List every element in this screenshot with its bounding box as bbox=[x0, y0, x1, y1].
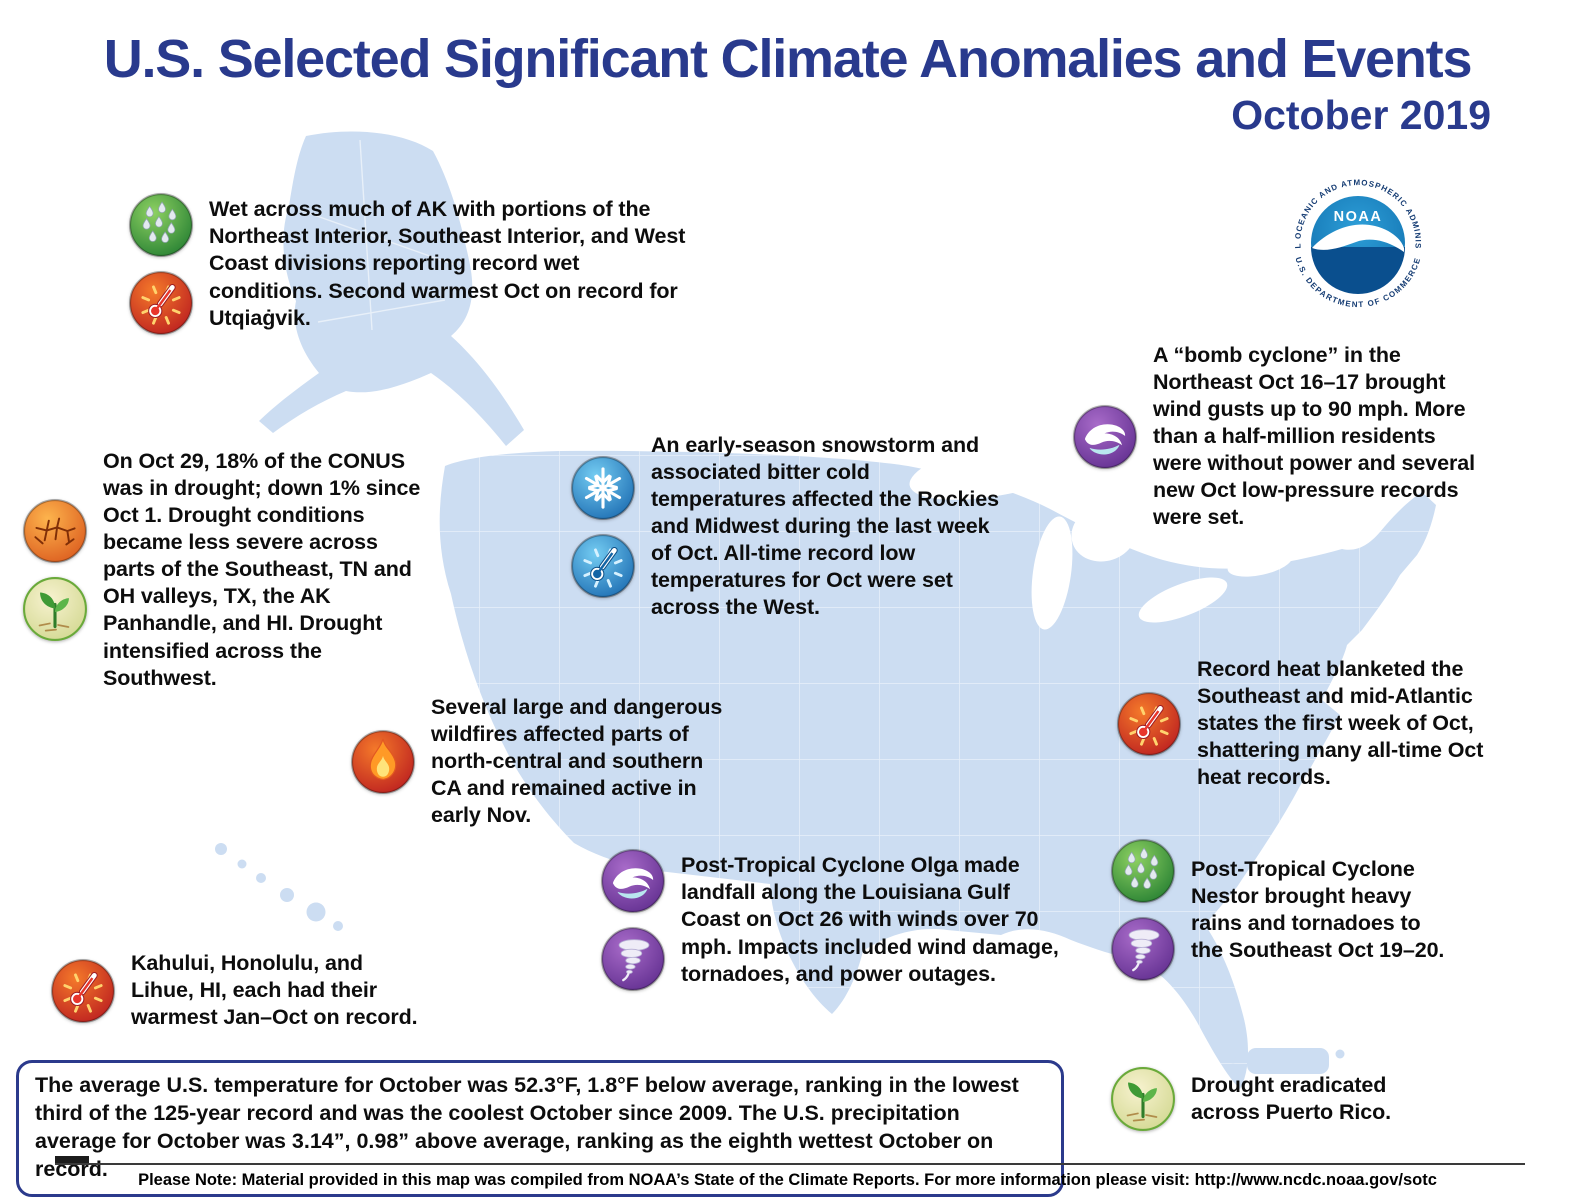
callout-olga: Post-Tropical Cyclone Olga made landfall… bbox=[600, 848, 1069, 992]
callout-olga-icons bbox=[600, 848, 666, 992]
callout-bomb-cyclone-text: A “bomb cyclone” in the Northeast Oct 16… bbox=[1153, 343, 1475, 530]
warm-thermometer-icon bbox=[50, 958, 116, 1024]
tornado-icon bbox=[600, 926, 666, 992]
wildfire-icon bbox=[350, 729, 416, 795]
noaa-seagull-icon bbox=[1312, 224, 1404, 252]
callout-record-heat-text: Record heat blanketed the Southeast and … bbox=[1197, 657, 1484, 790]
alaska-shape bbox=[259, 131, 524, 446]
summary-box: The average U.S. temperature for October… bbox=[16, 1060, 1064, 1197]
callout-drought: On Oct 29, 18% of the CONUS was in droug… bbox=[22, 448, 425, 692]
callout-puerto-rico-text: Drought eradicated across Puerto Rico. bbox=[1191, 1072, 1392, 1124]
footer-divider bbox=[55, 1163, 1525, 1165]
callout-record-heat-icons bbox=[1116, 691, 1182, 757]
callout-puerto-rico: Drought eradicated across Puerto Rico. bbox=[1110, 1066, 1403, 1132]
callout-puerto-rico-icons bbox=[1110, 1066, 1176, 1132]
callout-record-heat: Record heat blanketed the Southeast and … bbox=[1116, 656, 1489, 791]
great-lakes bbox=[909, 436, 1293, 630]
callout-alaska-text: Wet across much of AK with portions of t… bbox=[209, 197, 686, 330]
callout-bomb-cyclone: A “bomb cyclone” in the Northeast Oct 16… bbox=[1072, 342, 1481, 532]
drought-icon bbox=[22, 498, 88, 564]
heavy-rain-icon bbox=[1110, 838, 1176, 904]
callout-wildfires: Several large and dangerous wildfires af… bbox=[350, 694, 723, 829]
heavy-rain-icon bbox=[128, 192, 194, 258]
callout-olga-text: Post-Tropical Cyclone Olga made landfall… bbox=[681, 853, 1059, 986]
cyclone-icon bbox=[1072, 404, 1138, 470]
callout-nestor: Post-Tropical Cyclone Nestor brought hea… bbox=[1110, 838, 1453, 982]
callout-wildfires-icons bbox=[350, 729, 416, 795]
page-corner-mark bbox=[55, 1156, 89, 1164]
page-subtitle: October 2019 bbox=[1231, 92, 1491, 138]
noaa-logo: NATIONAL OCEANIC AND ATMOSPHERIC ADMINIS… bbox=[1286, 171, 1430, 315]
puerto-rico-shape bbox=[1229, 1048, 1345, 1074]
drought-improvement-icon bbox=[1110, 1066, 1176, 1132]
hawaii-shape bbox=[215, 843, 343, 931]
callout-snowstorm-icons bbox=[570, 455, 636, 599]
callout-hawaii-icons bbox=[50, 958, 116, 1024]
callout-wildfires-text: Several large and dangerous wildfires af… bbox=[431, 695, 723, 828]
callout-alaska-icons bbox=[128, 192, 194, 336]
callout-drought-icons bbox=[22, 498, 88, 642]
callout-hawaii-text: Kahului, Honolulu, and Lihue, HI, each h… bbox=[131, 951, 418, 1030]
callout-hawaii: Kahului, Honolulu, and Lihue, HI, each h… bbox=[50, 950, 423, 1031]
cyclone-icon bbox=[600, 848, 666, 914]
footer-note: Please Note: Material provided in this m… bbox=[138, 1171, 1437, 1189]
summary-text: The average U.S. temperature for October… bbox=[35, 1073, 1019, 1182]
callout-drought-text: On Oct 29, 18% of the CONUS was in droug… bbox=[103, 449, 421, 690]
callout-alaska: Wet across much of AK with portions of t… bbox=[128, 192, 687, 336]
callout-nestor-icons bbox=[1110, 838, 1176, 982]
drought-improvement-icon bbox=[22, 576, 88, 642]
tornado-icon bbox=[1110, 916, 1176, 982]
warm-thermometer-icon bbox=[1116, 691, 1182, 757]
callout-snowstorm-text: An early-season snowstorm and associated… bbox=[651, 433, 999, 620]
page-title: U.S. Selected Significant Climate Anomal… bbox=[103, 29, 1473, 89]
cold-thermometer-icon bbox=[570, 533, 636, 599]
snowflake-icon bbox=[570, 455, 636, 521]
noaa-wordmark: NOAA bbox=[1334, 209, 1383, 225]
callout-bomb-cyclone-icons bbox=[1072, 404, 1138, 470]
warm-thermometer-icon bbox=[128, 270, 194, 336]
callout-nestor-text: Post-Tropical Cyclone Nestor brought hea… bbox=[1191, 856, 1445, 963]
callout-snowstorm: An early-season snowstorm and associated… bbox=[570, 432, 1003, 622]
